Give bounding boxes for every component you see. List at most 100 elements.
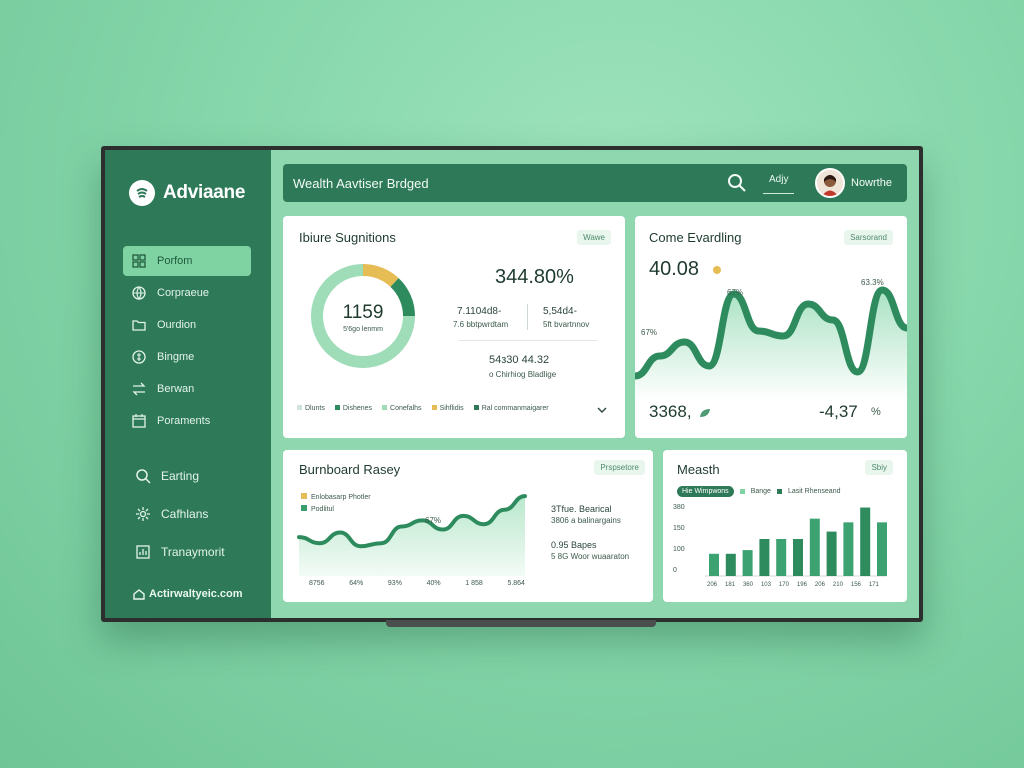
bar [709,553,719,576]
sidebar-item-cafhlans[interactable]: Cafhlans [127,496,255,532]
bar [877,522,887,576]
sidebar-item-porfom[interactable]: Porfom [123,246,251,276]
card4-chip[interactable]: Sbiy [865,460,893,475]
sidebar-item-label: Porfom [157,255,193,267]
legend-item: Dishenes [334,405,372,412]
tick-label: 8756 [309,580,325,587]
card-monthly-bars: Measth Sbiy Hie Wimpwons Bange Lasit Rhe… [663,450,907,602]
tick-label: 100 [673,546,685,553]
card2-label-a: 67% [727,288,744,297]
divider [459,340,597,341]
footer-brand[interactable]: Actirwaltyeic.com [133,588,243,600]
card1-stat-c-sub: o Chirhiog Bladlige [489,370,557,379]
sidebar-item-corpraeue[interactable]: Corpraeue [123,278,251,308]
sidebar-item-label: Ourdion [157,319,197,331]
sidebar-item-ourdion[interactable]: Ourdion [123,310,251,340]
tick-label: 0 [673,567,677,574]
filter-button[interactable]: Adjy [763,174,795,194]
bar [725,553,736,576]
card3-stat-a: 3Tfue. Bearical [551,504,612,514]
page-title: Wealth Aavtiser Brdged [293,175,429,191]
sidebar-item-berwan[interactable]: Berwan [123,374,251,404]
card3-stat-a-sub: 3806 a balinargains [551,516,621,525]
legend-item: Dlunts [297,405,325,412]
legend-item[interactable]: Hie Wimpwons [677,486,734,497]
area-fill [299,496,525,576]
card1-stat-a-sub: 7.6 bbtpwrdtam [453,320,509,329]
area-chart [297,494,527,576]
card1-title: Ibiure Sugnitions [299,230,396,245]
donut-subtitle: 5'6go lenmm [343,326,383,333]
card3-stat-b-sub: 5 8G Woor wuaaraton [551,552,630,561]
sidebar-item-label: Corpraeue [157,287,209,299]
card2-value: 40.08 [649,258,700,280]
card2-chip[interactable]: Sarsorand [844,230,893,245]
card4-x-axis: 206 181 360 103 170 196 206 210 156 171 [707,582,879,588]
card1-stat-a: 7.1104d8- [457,306,502,317]
sidebar-item-label: Cafhlans [161,507,209,521]
tick-label: 206 [707,582,718,588]
card-dashboard-rates: Burnboard Rasey Prspsetore Enlobasarp Ph… [283,450,653,602]
legend-item: Lasit Rhenseand [787,488,841,495]
legend-item: Sihflidis [431,405,464,412]
brand-name: Adviaane [163,182,246,203]
card2-title: Come Evardling [649,230,742,245]
transfer-icon [131,381,147,397]
card3-stat-b: 0.95 Bapes [551,540,597,550]
tick-label: 360 [742,582,753,588]
sidebar-item-label: Poraments [157,415,211,427]
legend-item: Ral commanmaigarer [473,405,549,412]
brand[interactable]: Adviaane [129,180,245,206]
sidebar-item-bingme[interactable]: Bingme [123,342,251,372]
report-icon [135,544,151,560]
tick-label: 64% [349,580,364,587]
main-content: Wealth Aavtiser Brdged Adjy Nowrthe [283,164,909,604]
bar [809,518,820,576]
card1-chip[interactable]: Wawe [577,230,611,245]
user-name[interactable]: Nowrthe [851,177,892,189]
avatar[interactable] [815,168,845,198]
footer-brand-text: Actirwaltyeic.com [149,588,243,600]
status-dot [713,266,721,274]
bar-chart [705,507,887,577]
divider [527,304,528,330]
legend-item: Podlitul [311,506,334,513]
sidebar-item-label: Berwan [157,383,195,395]
bar [776,539,787,576]
tick-label: 103 [760,582,771,588]
search-icon [135,468,151,484]
sidebar: Adviaane Porfom Corpraeue Ourdion Bingme Ber… [105,150,271,618]
bar [793,539,803,576]
home-icon [133,588,145,600]
legend-item: Conefalhs [382,405,422,412]
calendar-icon [131,413,147,429]
tick-label: 150 [673,525,685,532]
card3-chip[interactable]: Prspsetore [594,460,645,475]
sidebar-item-label: Bingme [157,351,195,363]
card4-y-axis: 380 150 100 0 [673,504,685,574]
sidebar-item-label: Earting [161,469,200,483]
tick-label: 170 [778,582,789,588]
coin-icon [131,349,147,365]
card3-title: Burnboard Rasey [299,462,401,477]
tick-label: 181 [724,582,735,588]
card1-stat-c: 54з30 44.32 [489,354,550,366]
tick-label: 40% [426,580,441,587]
bar [860,507,871,576]
chevron-down-icon[interactable] [597,406,607,414]
card1-legend: Dlunts Dishenes Conefalhs Sihflidis Ral comm… [297,405,549,412]
bar [826,531,837,576]
card3-legend: Enlobasarp Photler Podlitul [301,492,371,516]
area-fill [635,290,907,401]
sidebar-item-earting[interactable]: Earting [127,458,255,494]
search-icon[interactable] [727,173,747,193]
bar [742,550,753,576]
sidebar-item-tranaymorit[interactable]: Tranaymorit [127,534,255,570]
sidebar-item-poraments[interactable]: Poraments [123,406,251,436]
card3-peak-label: 67% [425,516,442,525]
tick-label: 206 [814,582,825,588]
card3-x-axis: 8756 64% 93% 40% 1 858 5.864 [309,580,525,587]
donut-slice [311,264,415,368]
dashboard-icon [131,253,147,269]
tick-label: 196 [796,582,807,588]
